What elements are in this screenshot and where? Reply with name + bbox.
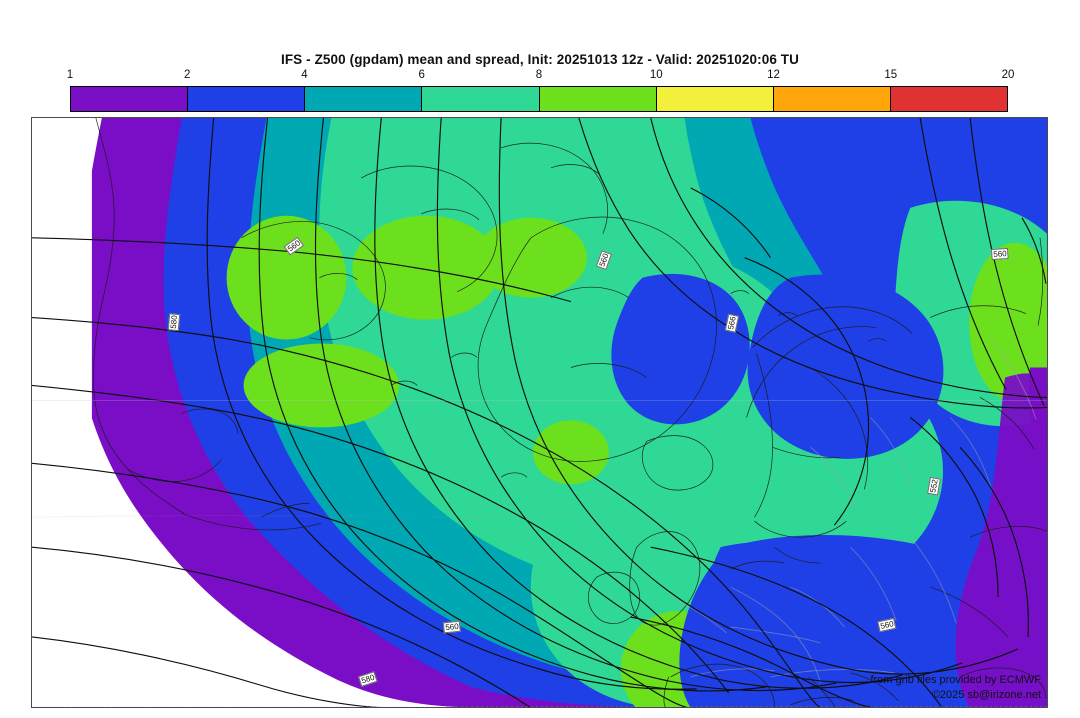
height-contours <box>32 118 1047 707</box>
colorbar-segment-12-15 <box>773 87 891 111</box>
nodata-southwest <box>32 537 390 707</box>
country-borders <box>32 337 1037 683</box>
colorbar-segment-4-6 <box>305 87 423 111</box>
colorbar-segment-2-4 <box>188 87 306 111</box>
colorbar-tick-1: 1 <box>66 69 74 81</box>
contour-label-560-6: 560 <box>442 620 462 634</box>
colorbar-tick-4: 4 <box>301 69 308 81</box>
spread-max-northgreenland <box>475 217 587 298</box>
spread-purple-east <box>955 373 1047 707</box>
spread-blue-nsea <box>702 541 869 694</box>
colorbar-segment-10-12 <box>656 87 774 111</box>
colorbar-tick-12: 12 <box>767 69 780 81</box>
spread-max-eastern <box>969 242 1047 403</box>
colorbar-segments <box>70 86 1008 112</box>
gridlines <box>32 400 1047 707</box>
spread-max-baffin <box>352 215 501 320</box>
colorbar-tick-20: 20 <box>1001 69 1015 81</box>
map-panel[interactable]: 560560566560580552560560580550 from grib… <box>31 117 1048 708</box>
spread-purple-east2 <box>1028 367 1047 458</box>
chart-title: IFS - Z500 (gpdam) mean and spread, Init… <box>280 52 799 67</box>
contour-label-580-4: 580 <box>167 312 181 332</box>
colorbar-tick-15: 15 <box>884 69 898 81</box>
spread-max-southgreenland <box>532 420 609 485</box>
map-canvas <box>32 118 1047 707</box>
spread-max-davis <box>243 343 400 428</box>
colorbar-tick-2: 2 <box>184 69 191 81</box>
coastlines <box>93 118 1047 707</box>
spread-blue-norwegian <box>747 274 944 459</box>
nodata-west <box>32 118 458 707</box>
colorbar-tick-6: 6 <box>418 69 425 81</box>
colorbar-segment-15-20 <box>890 87 1007 111</box>
spread-max-labrador <box>226 215 347 340</box>
colorbar-tick-10: 10 <box>649 69 663 81</box>
colorbar-segment-1-2 <box>71 87 189 111</box>
colorbar-tick-labels: 1 2 4 6 8 10 12 15 20 <box>66 69 1015 83</box>
colorbar-tick-8: 8 <box>535 69 543 81</box>
colorbar: 1 2 4 6 8 10 12 15 20 <box>67 69 1014 112</box>
colorbar-segment-6-8 <box>422 87 540 111</box>
colorbar-segment-8-10 <box>539 87 657 111</box>
contour-label-560-3: 560 <box>990 247 1010 261</box>
spread-blue-greenland-e <box>611 273 750 425</box>
